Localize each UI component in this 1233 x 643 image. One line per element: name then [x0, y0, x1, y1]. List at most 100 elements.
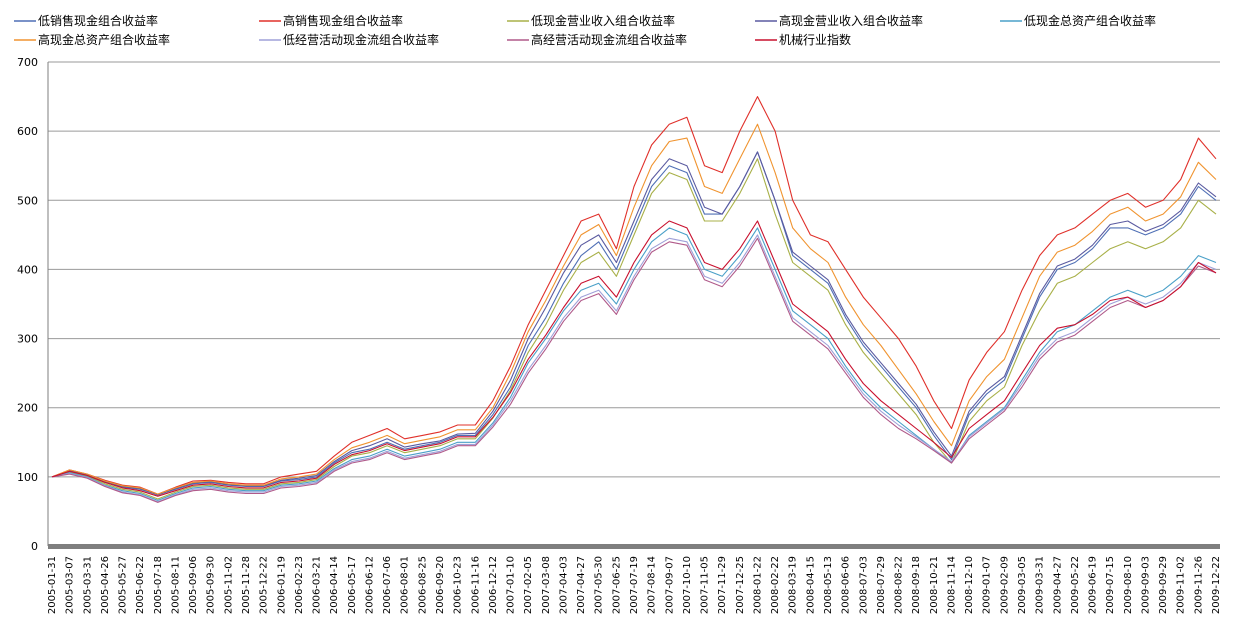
- x-tick-label: 2006-08-25: [417, 556, 428, 614]
- x-tick-label: 2007-01-10: [506, 556, 517, 614]
- x-tick-label: 2006-06-12: [364, 556, 375, 614]
- x-tick-label: 2008-08-22: [894, 556, 905, 614]
- series-line: [51, 237, 1217, 503]
- x-tick-label: 2009-05-22: [1070, 556, 1081, 614]
- x-tick-label: 2006-08-01: [400, 556, 411, 614]
- x-tick-label: 2006-05-17: [347, 556, 358, 614]
- x-tick-label: 2009-01-07: [982, 556, 993, 614]
- series-line: [51, 220, 1217, 497]
- x-tick-label: 2006-03-21: [312, 556, 323, 614]
- x-tick-label: 2008-03-19: [788, 556, 799, 614]
- x-tick-label: 2009-02-09: [999, 556, 1010, 614]
- series-line: [51, 234, 1217, 503]
- x-tick-label: 2006-09-20: [435, 556, 446, 614]
- x-axis: 2005-01-31 2005-03-07 2005-03-31 2005-04-26…: [47, 556, 1222, 614]
- x-tick-label: 2009-04-27: [1052, 556, 1063, 614]
- y-axis: 0 100 200 300 400 500 600 700: [17, 56, 1220, 553]
- x-tick-label: 2005-06-22: [135, 556, 146, 614]
- x-tick-label: 2006-01-19: [276, 556, 287, 614]
- legend-label: 低销售现金组合收益率: [38, 13, 158, 28]
- series-line: [51, 96, 1217, 495]
- x-tick-label: 2006-07-06: [382, 556, 393, 614]
- x-tick-label: 2005-08-11: [170, 556, 181, 614]
- x-tick-label: 2009-03-05: [1017, 556, 1028, 614]
- x-tick-label: 2008-09-18: [911, 556, 922, 614]
- x-tick-label: 2009-03-31: [1035, 556, 1046, 614]
- legend-label: 低现金营业收入组合收益率: [531, 13, 675, 28]
- x-tick-label: 2008-07-29: [876, 556, 887, 614]
- x-tick-label: 2009-07-15: [1105, 556, 1116, 614]
- x-tick-label: 2005-11-02: [223, 556, 234, 614]
- x-tick-label: 2007-10-10: [682, 556, 693, 614]
- y-tick-label: 700: [17, 56, 38, 69]
- x-tick-label: 2005-11-28: [241, 556, 252, 614]
- x-tick-label: 2005-12-22: [259, 556, 270, 614]
- x-tick-label: 2009-08-10: [1123, 556, 1134, 614]
- x-tick-label: 2006-11-16: [470, 556, 481, 614]
- x-tick-label: 2007-12-25: [735, 556, 746, 614]
- grid: [48, 61, 1220, 478]
- series-line: [51, 158, 1217, 500]
- y-tick-label: 0: [31, 540, 38, 553]
- x-tick-label: 2008-07-03: [858, 556, 869, 614]
- x-tick-label: 2008-11-14: [946, 556, 957, 614]
- x-tick-label: 2008-10-21: [929, 556, 940, 614]
- legend-label: 低现金总资产组合收益率: [1024, 13, 1156, 28]
- x-tick-label: 2009-09-29: [1158, 556, 1169, 614]
- y-tick-label: 600: [17, 125, 38, 138]
- y-tick-label: 500: [17, 194, 38, 207]
- legend-label: 机械行业指数: [779, 32, 851, 47]
- x-tick-label: 2009-06-19: [1088, 556, 1099, 614]
- x-tick-label: 2007-07-19: [629, 556, 640, 614]
- legend-label: 高现金总资产组合收益率: [38, 32, 170, 47]
- x-tick-label: 2007-09-07: [664, 556, 675, 614]
- x-tick-label: 2009-11-26: [1193, 556, 1204, 614]
- x-tick-label: 2008-02-22: [770, 556, 781, 614]
- x-tick-label: 2009-12-22: [1211, 556, 1222, 614]
- x-tick-label: 2005-01-31: [47, 556, 58, 614]
- x-tick-label: 2005-03-31: [82, 556, 93, 614]
- x-tick-label: 2009-11-02: [1176, 556, 1187, 614]
- y-tick-label: 100: [17, 471, 38, 484]
- legend-label: 低经营活动现金流组合收益率: [283, 32, 439, 47]
- legend-label: 高销售现金组合收益率: [283, 13, 403, 28]
- x-tick-label: 2008-05-13: [823, 556, 834, 614]
- x-tick-label: 2006-10-23: [453, 556, 464, 614]
- y-tick-label: 400: [17, 263, 38, 276]
- x-tick-label: 2007-06-25: [611, 556, 622, 614]
- x-tick-label: 2007-11-05: [700, 556, 711, 614]
- x-tick-label: 2007-05-30: [594, 556, 605, 614]
- x-tick-label: 2005-04-26: [100, 556, 111, 614]
- x-tick-label: 2007-11-29: [717, 556, 728, 614]
- x-tick-label: 2008-01-22: [752, 556, 763, 614]
- series-line: [51, 151, 1217, 496]
- x-tick-label: 2005-07-18: [153, 556, 164, 614]
- legend: 低销售现金组合收益率 高销售现金组合收益率 低现金营业收入组合收益率 高现金营业收入组…: [14, 13, 1156, 47]
- x-tick-label: 2005-09-06: [188, 556, 199, 614]
- x-tick-label: 2007-04-03: [558, 556, 569, 614]
- series-line: [51, 227, 1217, 501]
- y-tick-label: 200: [17, 402, 38, 415]
- x-tick-label: 2007-04-27: [576, 556, 587, 614]
- x-tick-label: 2005-05-27: [118, 556, 129, 614]
- series-line: [51, 123, 1217, 495]
- legend-label: 高现金营业收入组合收益率: [779, 13, 923, 28]
- x-tick-label: 2008-12-10: [964, 556, 975, 614]
- x-axis-line: [48, 544, 1220, 549]
- y-tick-label: 300: [17, 333, 38, 346]
- x-tick-label: 2005-09-30: [206, 556, 217, 614]
- series-line: [51, 151, 1217, 496]
- x-tick-label: 2006-02-23: [294, 556, 305, 614]
- x-tick-label: 2007-02-05: [523, 556, 534, 614]
- x-tick-label: 2007-08-14: [647, 556, 658, 614]
- x-tick-label: 2009-09-03: [1140, 556, 1151, 614]
- x-tick-label: 2006-12-12: [488, 556, 499, 614]
- x-tick-label: 2005-03-07: [65, 556, 76, 614]
- legend-label: 高经营活动现金流组合收益率: [531, 32, 687, 47]
- x-tick-label: 2006-04-14: [329, 556, 340, 614]
- x-tick-label: 2008-04-15: [805, 556, 816, 614]
- x-tick-label: 2008-06-06: [841, 556, 852, 614]
